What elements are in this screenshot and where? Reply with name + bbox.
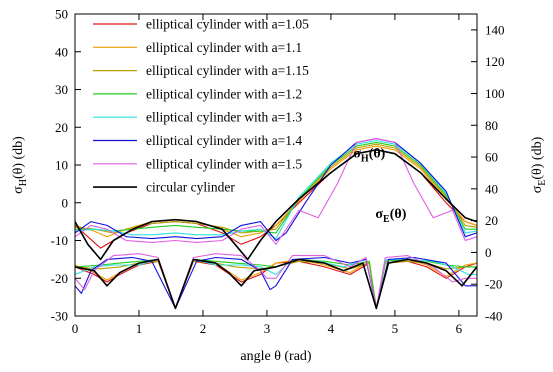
- legend-label-2: elliptical cylinder with a=1.1: [146, 40, 302, 55]
- y-right-tick-label-140: 140: [485, 22, 505, 37]
- y-right-tick-label-20: 20: [485, 213, 498, 228]
- axes: 0 1 2 3 4 5 6 -30 -20 -10 0 10 20 30 40 50 -40 -20 0 20 40 60…: [51, 7, 505, 337]
- series-line-7-sigma-h: [75, 138, 477, 245]
- sigma-e-annotation: σE(θ): [375, 207, 406, 225]
- y-right-tick-label-0: 0: [485, 245, 492, 260]
- plot-area: [75, 138, 477, 310]
- series-line-5-sigma-h: [75, 139, 477, 240]
- legend-label-1: elliptical cylinder with a=1.05: [146, 17, 309, 32]
- legend-label-4: elliptical cylinder with a=1.2: [146, 86, 302, 101]
- x-tick-label-4: 4: [328, 321, 335, 336]
- y-right-tick-label-80: 80: [485, 118, 498, 133]
- y-right-tick-label--40: -40: [485, 309, 502, 324]
- y-left-tick-label-20: 20: [55, 120, 68, 135]
- y-right-tick-label--20: -20: [485, 277, 502, 292]
- y-left-tick-label-30: 30: [55, 82, 68, 97]
- y-left-tick-label--30: -30: [51, 309, 68, 324]
- y-right-tick-label-100: 100: [485, 86, 505, 101]
- x-tick-label-0: 0: [72, 321, 79, 336]
- series-line-7-sigma-e: [75, 253, 477, 309]
- x-tick-label-3: 3: [264, 321, 271, 336]
- legend-label-6: elliptical cylinder with a=1.4: [146, 133, 302, 148]
- y-left-tick-label-0: 0: [62, 195, 69, 210]
- y-axis-left-title: σH(θ) (db): [11, 136, 29, 194]
- series-group: [75, 138, 477, 310]
- y-left-tick-label--10: -10: [51, 233, 68, 248]
- y-right-tick-label-40: 40: [485, 181, 498, 196]
- x-tick-label-6: 6: [456, 321, 463, 336]
- series-line-6-sigma-e: [75, 256, 477, 309]
- x-tick-label-5: 5: [392, 321, 399, 336]
- legend-label-8: circular cylinder: [146, 180, 235, 195]
- series-line-8-sigma-h: [75, 149, 477, 261]
- series-line-6-sigma-h: [75, 138, 477, 242]
- y-right-tick-label-60: 60: [485, 150, 498, 165]
- sigma-h-annotation: σH(θ): [353, 146, 385, 164]
- x-tick-label-1: 1: [136, 321, 143, 336]
- legend-label-7: elliptical cylinder with a=1.5: [146, 156, 302, 171]
- legend-label-3: elliptical cylinder with a=1.15: [146, 63, 309, 78]
- y-left-tick-label--20: -20: [51, 271, 68, 286]
- y-left-tick-label-10: 10: [55, 158, 68, 173]
- y-left-tick-label-40: 40: [55, 44, 68, 59]
- y-left-tick-label-50: 50: [55, 7, 68, 22]
- legend-label-5: elliptical cylinder with a=1.3: [146, 110, 302, 125]
- series-line-8-sigma-e: [75, 258, 477, 310]
- y-right-tick-label-120: 120: [485, 54, 505, 69]
- legend: elliptical cylinder with a=1.05 elliptica…: [93, 17, 309, 195]
- x-tick-label-2: 2: [200, 321, 207, 336]
- y-axis-right-title: σE(θ) (db): [530, 136, 548, 193]
- x-axis-title: angle θ (rad): [240, 349, 312, 364]
